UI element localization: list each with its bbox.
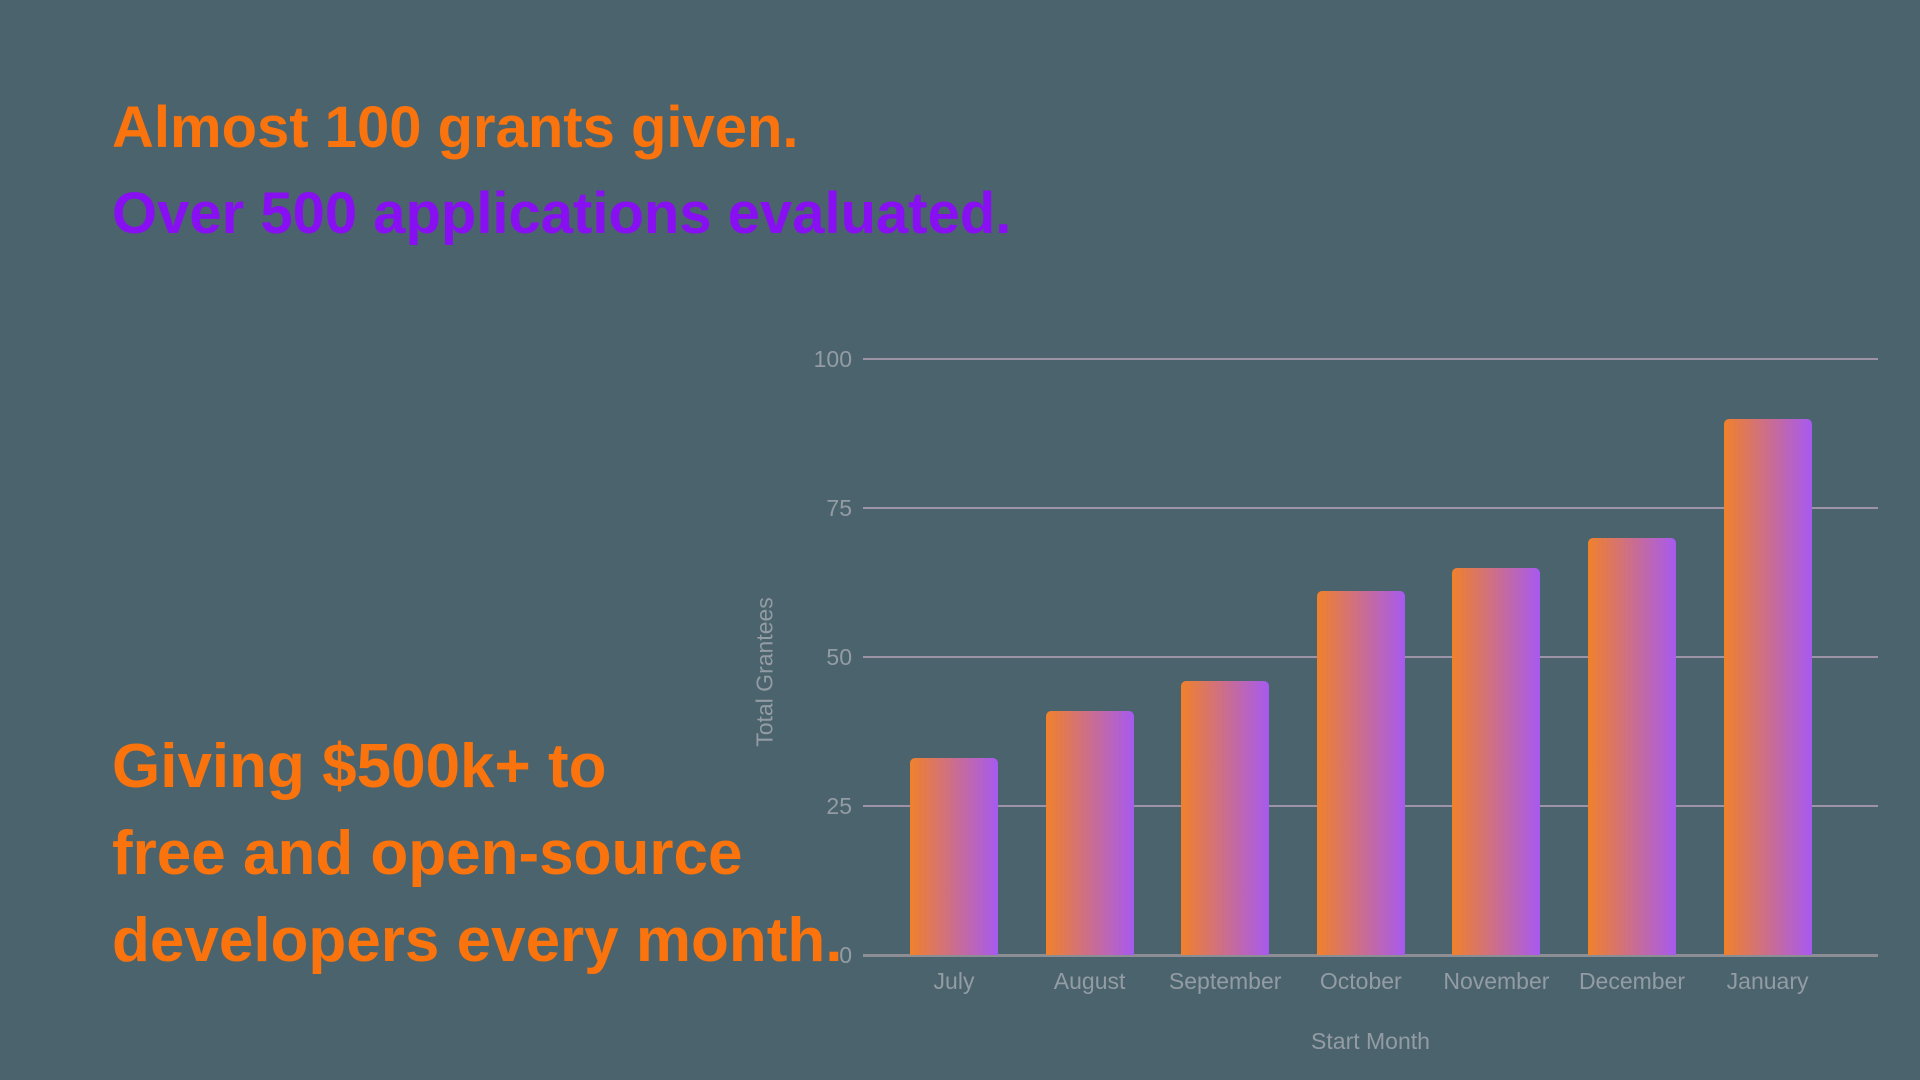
y-axis-title: Total Grantees [751,597,778,747]
bar-january [1723,418,1812,955]
y-tick-label-0: 0 [839,942,852,968]
x-axis-title: Start Month [1311,1028,1430,1054]
headline-applications: Over 500 applications evaluated. [112,181,1012,246]
headline-block: Almost 100 grants given. Over 500 applic… [112,85,1011,257]
bar-october [1316,591,1405,955]
y-tick-label-75: 75 [826,495,852,521]
x-tick-label-january: January [1726,968,1809,994]
bar-november [1452,567,1541,955]
callout-line-2: free and open-source [112,819,743,888]
y-tick-label-25: 25 [826,793,852,819]
y-tick-label-50: 50 [826,644,852,670]
x-axis-line [863,954,1878,957]
x-tick-label-november: November [1443,968,1550,994]
bar-december [1588,537,1676,955]
x-tick-label-december: December [1578,968,1686,994]
callout-line-1: Giving $500k+ to [112,732,607,801]
y-tick-label-100: 100 [813,346,852,372]
x-tick-label-october: October [1319,968,1402,994]
bar-august [1045,710,1134,955]
x-tick-label-september: September [1168,968,1282,994]
callout-line-3: developers every month. [112,906,843,975]
gridline-75 [863,507,1878,509]
bar-september [1181,680,1270,955]
bar-july [910,758,998,955]
callout-block: Giving $500k+ to free and open-source de… [112,723,843,984]
headline-grants: Almost 100 grants given. [112,95,799,160]
x-tick-label-july: July [933,968,975,994]
x-tick-label-august: August [1053,968,1126,994]
gridline-100 [863,358,1878,360]
